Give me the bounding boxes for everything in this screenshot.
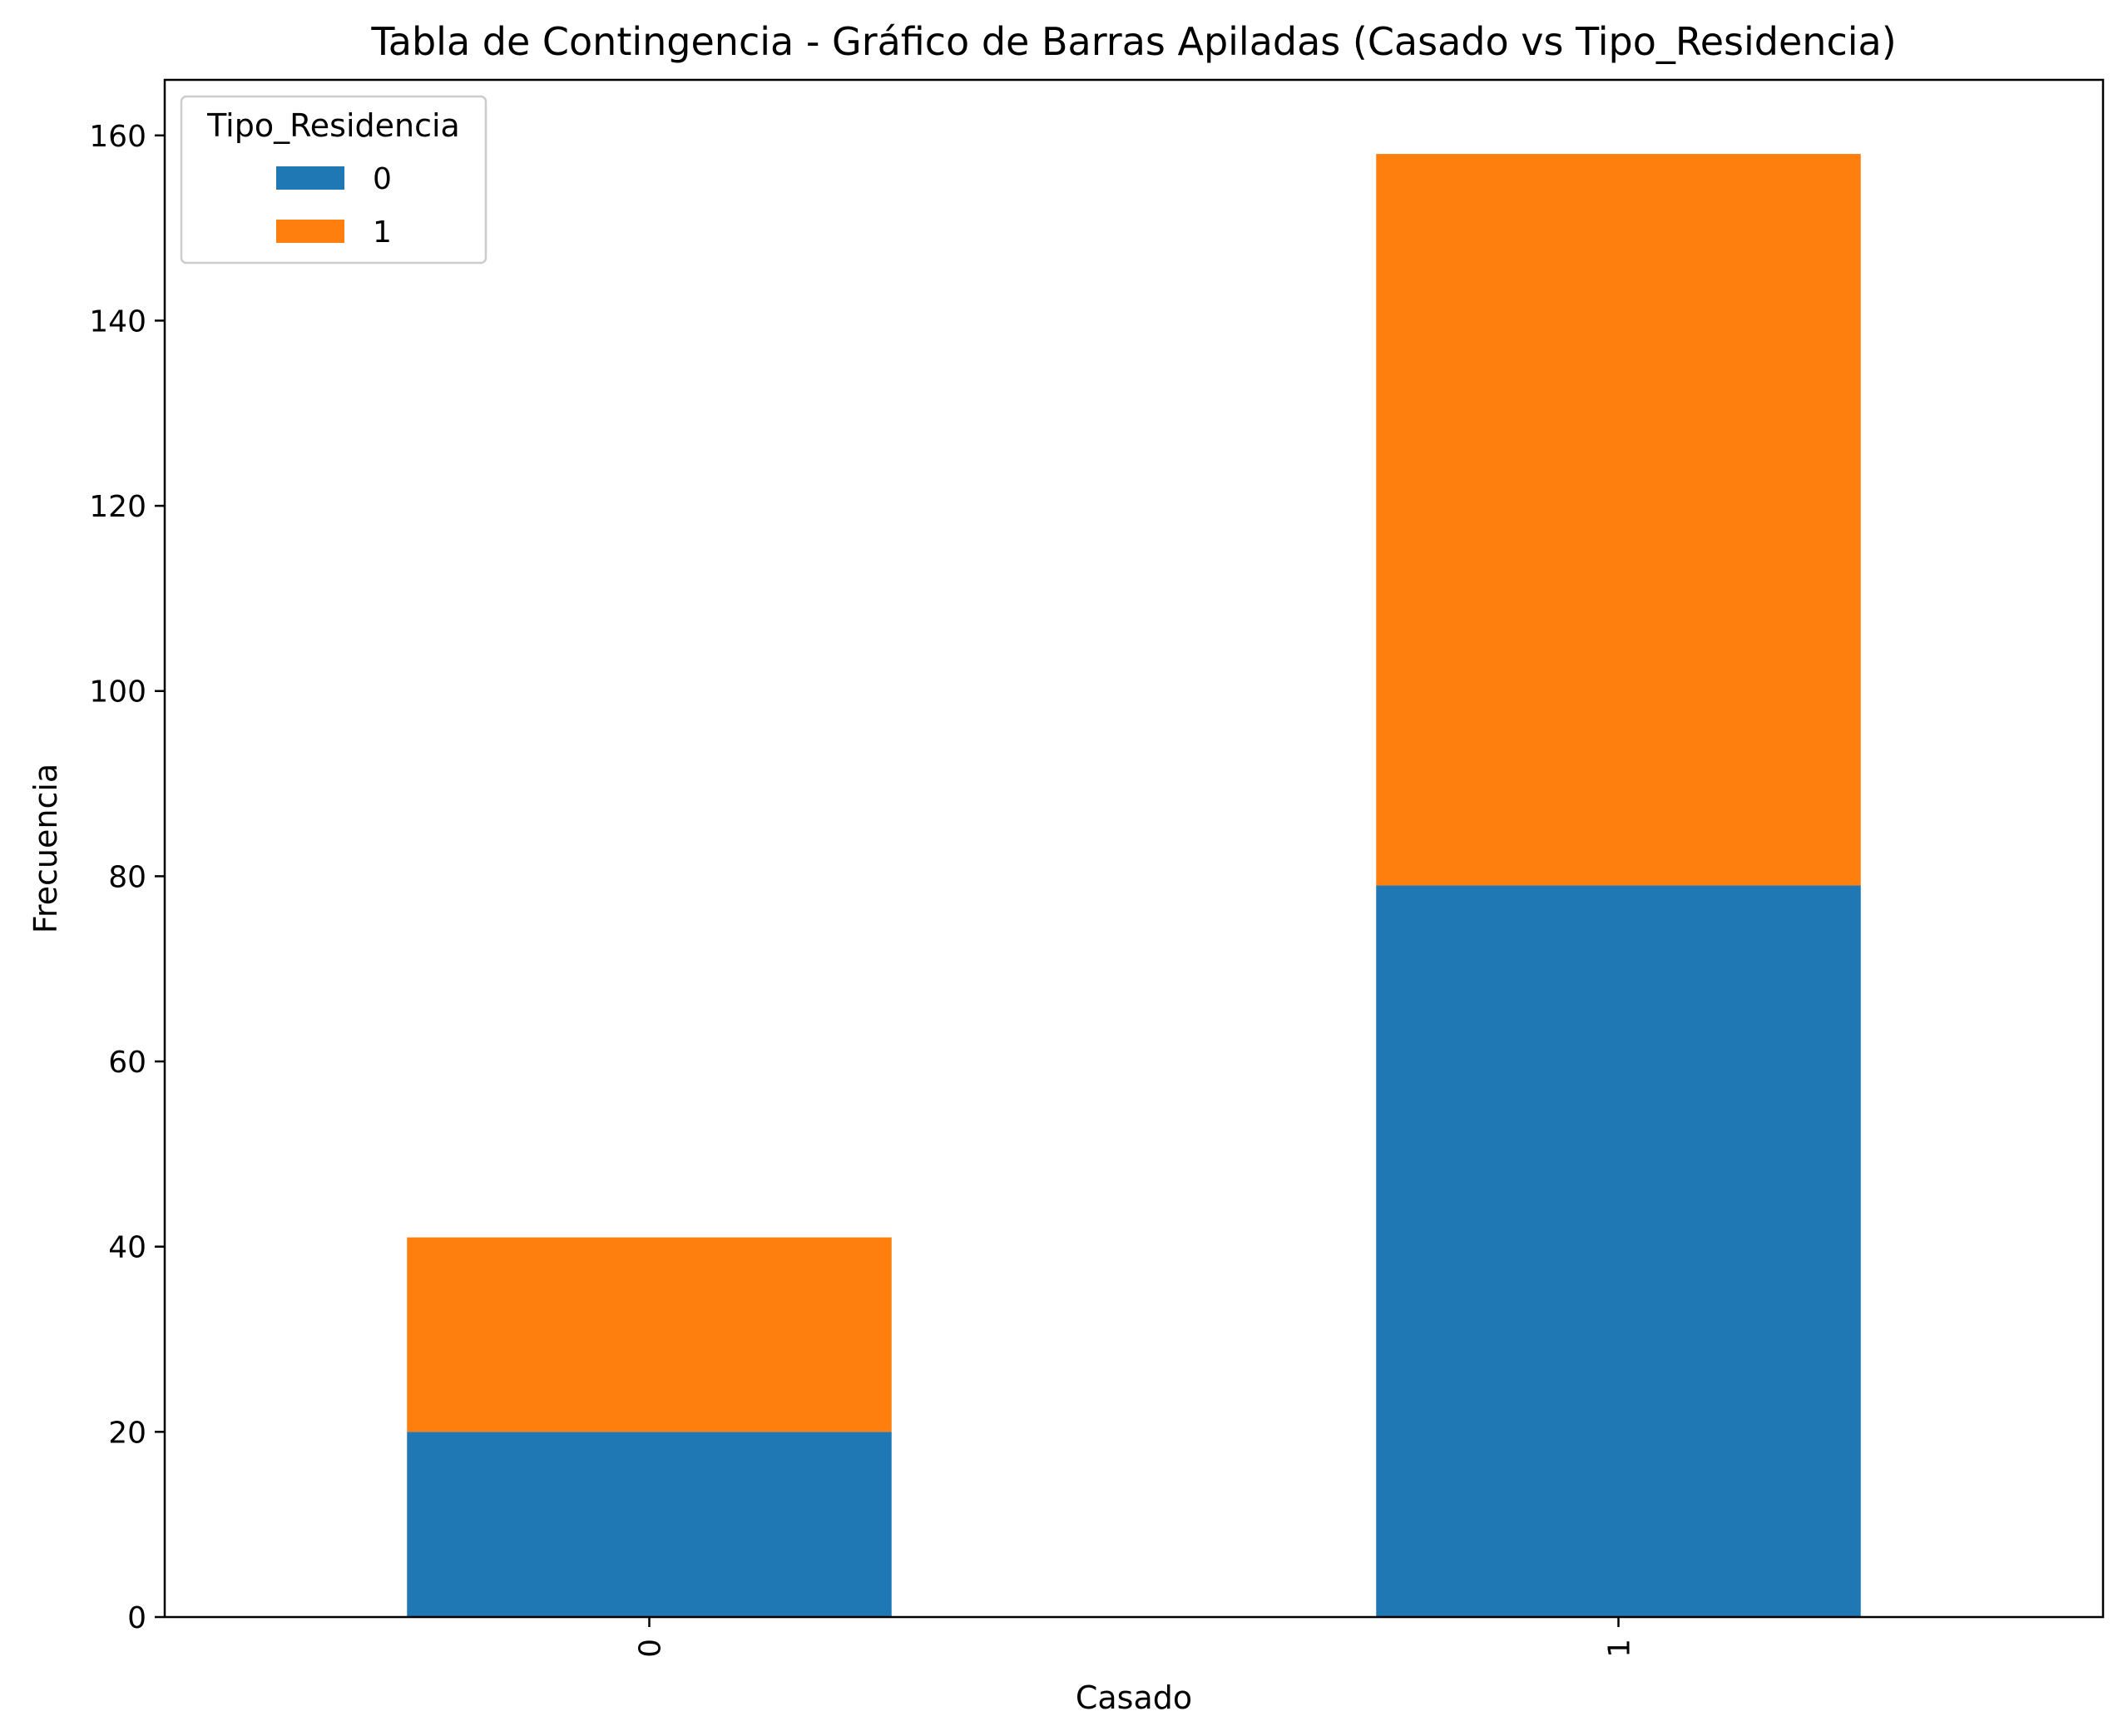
x-tick-label: 1 [1603,1639,1637,1658]
chart-title: Tabla de Contingencia - Gráfico de Barra… [370,19,1896,64]
bar-segment-casado-0-tipo-1 [407,1237,892,1432]
y-tick-label: 140 [89,304,146,339]
y-tick-label: 100 [89,675,146,710]
legend-title: Tipo_Residencia [206,107,460,144]
y-tick-label: 160 [89,120,146,154]
plot-frame [163,78,2105,1619]
legend: Tipo_Residencia 0 1 [180,95,487,265]
bar-segment-casado-0-tipo-0 [407,1432,892,1617]
y-axis: 0 20 40 60 80 100 120 140 160 [89,120,165,1635]
y-tick-label: 60 [108,1046,146,1080]
y-tick-label: 120 [89,490,146,524]
y-tick-label: 0 [127,1601,146,1635]
x-axis-label: Casado [1076,1679,1192,1716]
bar-segment-casado-1-tipo-1 [1376,154,1861,886]
y-tick-label: 20 [108,1416,146,1450]
legend-swatch-0 [276,166,344,190]
bars-layer [407,154,1861,1617]
y-tick-label: 40 [108,1231,146,1265]
legend-label-0: 0 [373,162,392,196]
y-axis-label: Frecuencia [27,764,64,933]
x-tick-label: 0 [634,1639,668,1658]
y-tick-label: 80 [108,860,146,894]
legend-swatch-1 [276,220,344,243]
legend-label-1: 1 [373,215,392,250]
bar-segment-casado-1-tipo-0 [1376,885,1861,1617]
